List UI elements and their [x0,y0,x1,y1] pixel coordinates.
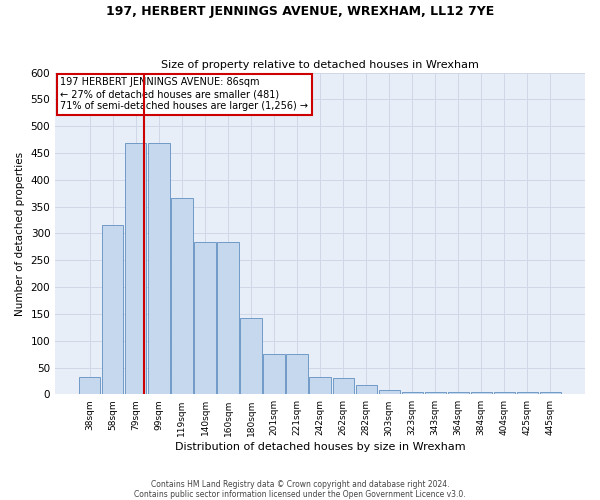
Bar [470,392,492,394]
Text: 197, HERBERT JENNINGS AVENUE, WREXHAM, LL12 7YE: 197, HERBERT JENNINGS AVENUE, WREXHAM, L… [106,5,494,18]
Bar [263,354,284,395]
Bar [332,378,353,394]
Text: Contains HM Land Registry data © Crown copyright and database right 2024.
Contai: Contains HM Land Registry data © Crown c… [134,480,466,499]
Bar [310,377,331,394]
Title: Size of property relative to detached houses in Wrexham: Size of property relative to detached ho… [161,60,479,70]
Text: 197 HERBERT JENNINGS AVENUE: 86sqm
← 27% of detached houses are smaller (481)
71: 197 HERBERT JENNINGS AVENUE: 86sqm ← 27%… [61,78,308,110]
Bar [148,144,170,394]
Bar [401,392,423,394]
Bar [425,392,446,394]
Bar [217,242,239,394]
Bar [494,392,515,394]
Bar [194,242,215,394]
Bar [102,225,124,394]
Bar [286,354,308,395]
Bar [241,318,262,394]
X-axis label: Distribution of detached houses by size in Wrexham: Distribution of detached houses by size … [175,442,466,452]
Bar [379,390,400,394]
Bar [79,377,100,394]
Bar [172,198,193,394]
Bar [517,392,538,394]
Bar [540,392,561,394]
Bar [356,384,377,394]
Y-axis label: Number of detached properties: Number of detached properties [15,152,25,316]
Bar [448,392,469,394]
Bar [125,144,146,394]
